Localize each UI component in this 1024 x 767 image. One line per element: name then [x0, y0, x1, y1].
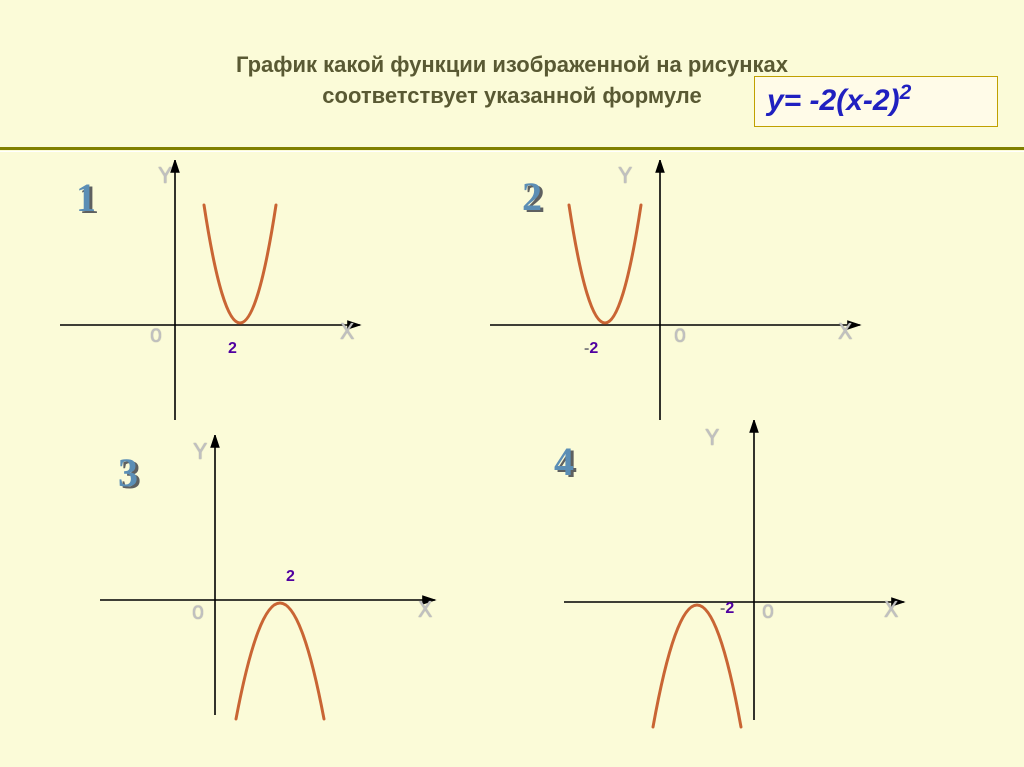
x-tick-label-1: 2 — [228, 340, 237, 358]
y-axis-label-4: Y — [705, 426, 719, 453]
question-line2: соответствует указанной формуле — [322, 83, 701, 108]
slide: График какой функции изображенной на рис… — [0, 0, 1024, 767]
parabola-curve — [569, 205, 641, 323]
chart-panel-1 — [60, 160, 420, 430]
origin-label-3: O — [192, 603, 204, 626]
parabola-curve — [653, 605, 741, 727]
y-axis-label-1: Y — [158, 164, 172, 191]
parabola-curve — [236, 603, 324, 719]
y-axis-label-2: Y — [618, 164, 632, 191]
x-tick-label-4: -2 — [720, 600, 734, 618]
title-underline-outer — [0, 147, 1024, 150]
x-tick-label-3: 2 — [286, 568, 295, 586]
origin-label-4: O — [762, 602, 774, 625]
x-axis-label-3: X — [418, 598, 432, 625]
parabola-curve — [204, 205, 276, 323]
x-axis-label-4: X — [884, 598, 898, 625]
formula-box: y= -2(x-2)2 — [754, 76, 998, 127]
origin-label-1: O — [150, 326, 162, 349]
question-line1: График какой функции изображенной на рис… — [236, 52, 788, 77]
chart-panel-4 — [564, 420, 924, 730]
x-axis-label-2: X — [838, 320, 852, 347]
y-axis-label-3: Y — [193, 440, 207, 467]
chart-panel-3 — [100, 435, 460, 735]
origin-label-2: O — [674, 326, 686, 349]
x-axis-label-1: X — [340, 320, 354, 347]
x-tick-label-2: -2 — [584, 340, 598, 358]
chart-panel-2 — [490, 160, 880, 430]
title-underline-inner — [0, 151, 1024, 152]
